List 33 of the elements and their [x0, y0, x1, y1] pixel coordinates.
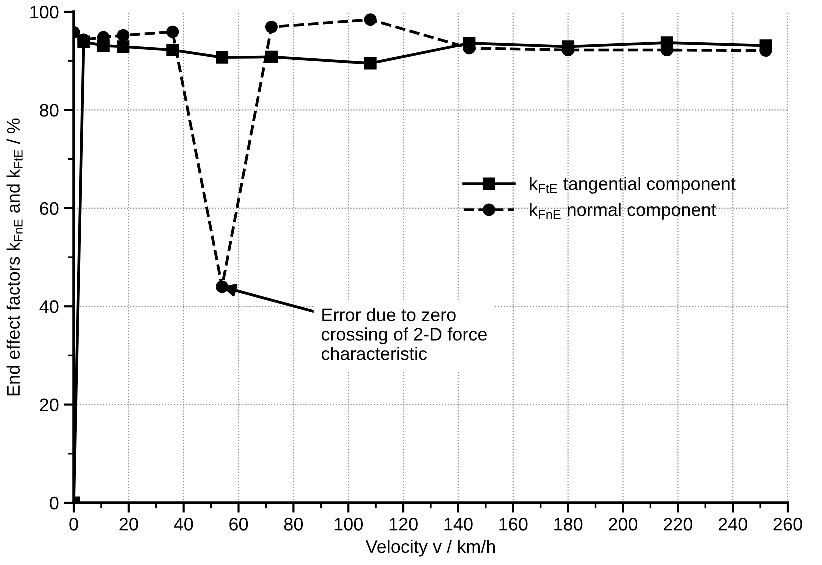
y-axis-title: End effect factors k$_{FnE}$ and k$_{FtE}$ / %: [6, 118, 23, 396]
point: [364, 14, 377, 26]
y-tick-label: 60: [40, 202, 59, 216]
x-tick-label: 240: [718, 518, 748, 531]
x-tick-label: 200: [609, 518, 638, 531]
x-tick-label: 20: [120, 518, 138, 531]
x-tick-label: 60: [230, 518, 248, 531]
x-tick-label: 140: [444, 518, 473, 531]
legend-label: k$_{FnE}$ normal component: [530, 203, 716, 220]
y-tick-label: 40: [40, 300, 59, 314]
point: [216, 51, 229, 64]
point: [117, 29, 130, 42]
x-tick-label: 0: [70, 518, 78, 531]
point: [265, 50, 278, 64]
x-tick-label: 220: [664, 518, 693, 531]
point: [166, 26, 180, 38]
point: [364, 57, 377, 70]
legend-label: k$_{FtE}$ tangential component: [530, 177, 736, 194]
x-tick-label: 160: [500, 518, 528, 531]
point: [117, 40, 130, 54]
y-tick-label: 80: [40, 104, 59, 117]
y-tick-label: 100: [30, 6, 59, 19]
y-tick-label: 20: [40, 398, 59, 412]
x-tick-label: 80: [284, 518, 304, 531]
x-tick-label: 100: [334, 518, 363, 531]
x-tick-label: 120: [390, 518, 418, 531]
x-axis-title: Velocity v / km/h: [366, 540, 496, 557]
annotation: Error due to zero crossing of 2-D force characteristic: [322, 308, 487, 360]
x-tick-label: 260: [774, 518, 802, 531]
y-tick-label: 0: [50, 496, 59, 510]
x-tick-label: 180: [554, 518, 583, 531]
x-tick-label: 40: [174, 518, 194, 531]
point: [265, 20, 278, 34]
